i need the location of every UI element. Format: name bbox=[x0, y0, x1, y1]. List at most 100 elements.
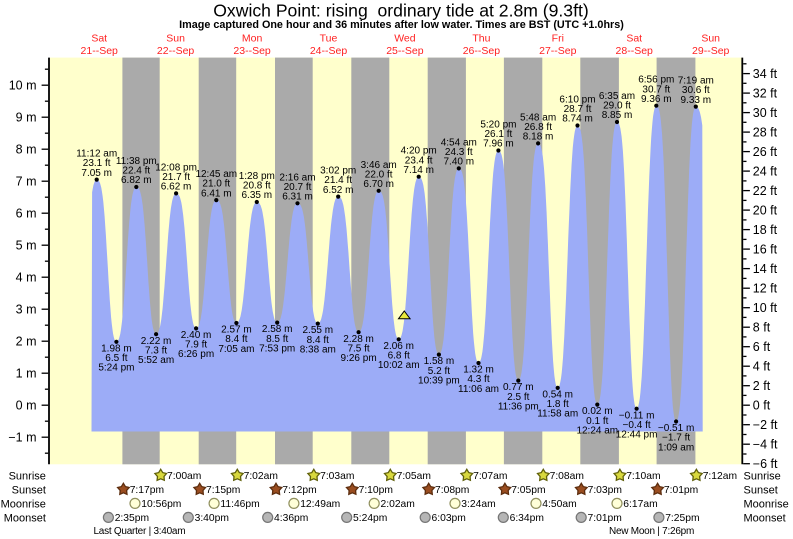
svg-text:1:09 am: 1:09 am bbox=[658, 442, 694, 453]
svg-text:1.98 m: 1.98 m bbox=[101, 343, 132, 354]
svg-text:8.4 ft: 8.4 ft bbox=[225, 334, 247, 345]
svg-text:32 ft: 32 ft bbox=[753, 86, 778, 100]
svg-text:6 ft: 6 ft bbox=[753, 340, 771, 354]
svg-text:−6 ft: −6 ft bbox=[753, 457, 778, 471]
svg-text:Sunrise: Sunrise bbox=[744, 471, 781, 483]
svg-text:6.52 m: 6.52 m bbox=[323, 185, 354, 196]
svg-text:7.5 ft: 7.5 ft bbox=[347, 343, 369, 354]
svg-text:7:10am: 7:10am bbox=[626, 471, 660, 482]
svg-text:10 m: 10 m bbox=[9, 79, 37, 93]
svg-text:−0.51 m: −0.51 m bbox=[658, 423, 694, 434]
svg-text:7:01pm: 7:01pm bbox=[588, 513, 622, 524]
svg-text:7:19 am: 7:19 am bbox=[678, 76, 714, 87]
svg-text:24--Sep: 24--Sep bbox=[310, 45, 348, 57]
svg-text:2:16 am: 2:16 am bbox=[279, 172, 315, 183]
svg-text:28.7 ft: 28.7 ft bbox=[564, 104, 592, 115]
svg-text:Sat: Sat bbox=[91, 33, 107, 45]
svg-text:12:45 am: 12:45 am bbox=[195, 169, 237, 180]
svg-text:7:12pm: 7:12pm bbox=[282, 485, 316, 496]
svg-text:7:17pm: 7:17pm bbox=[130, 485, 164, 496]
svg-text:28--Sep: 28--Sep bbox=[616, 45, 654, 57]
svg-text:20.8 ft: 20.8 ft bbox=[243, 181, 271, 192]
svg-text:2.06 m: 2.06 m bbox=[383, 341, 414, 352]
svg-text:Wed: Wed bbox=[394, 33, 416, 45]
svg-text:2.5 ft: 2.5 ft bbox=[507, 392, 529, 403]
svg-text:29.0 ft: 29.0 ft bbox=[603, 101, 631, 112]
svg-text:16 ft: 16 ft bbox=[753, 242, 778, 256]
svg-text:Mon: Mon bbox=[242, 33, 263, 45]
svg-text:7.40 m: 7.40 m bbox=[444, 157, 475, 168]
svg-text:2:35pm: 2:35pm bbox=[115, 513, 149, 524]
svg-text:23.4 ft: 23.4 ft bbox=[405, 155, 433, 166]
svg-text:0 m: 0 m bbox=[16, 399, 37, 413]
svg-text:3:24am: 3:24am bbox=[461, 499, 495, 510]
svg-text:2.55 m: 2.55 m bbox=[303, 325, 334, 336]
svg-text:Moonset: Moonset bbox=[4, 512, 46, 524]
svg-text:3:02 pm: 3:02 pm bbox=[320, 166, 356, 177]
svg-text:1.58 m: 1.58 m bbox=[424, 356, 455, 367]
svg-text:14 ft: 14 ft bbox=[753, 262, 778, 276]
svg-text:7:12am: 7:12am bbox=[703, 471, 737, 482]
svg-text:2 ft: 2 ft bbox=[753, 379, 771, 393]
svg-text:21--Sep: 21--Sep bbox=[81, 45, 119, 57]
svg-text:3 m: 3 m bbox=[16, 303, 37, 317]
svg-text:8.4 ft: 8.4 ft bbox=[307, 335, 329, 346]
svg-text:7.14 m: 7.14 m bbox=[403, 165, 434, 176]
svg-text:5 m: 5 m bbox=[16, 239, 37, 253]
svg-text:27--Sep: 27--Sep bbox=[539, 45, 577, 57]
svg-text:7:05am: 7:05am bbox=[397, 471, 431, 482]
svg-text:0 ft: 0 ft bbox=[753, 399, 771, 413]
svg-text:5:20 pm: 5:20 pm bbox=[480, 120, 516, 131]
svg-text:6.31 m: 6.31 m bbox=[282, 192, 313, 203]
svg-text:Moonrise: Moonrise bbox=[744, 499, 789, 511]
svg-text:6:26 pm: 6:26 pm bbox=[178, 349, 214, 360]
svg-text:11:12 am: 11:12 am bbox=[76, 149, 117, 160]
svg-text:6.5 ft: 6.5 ft bbox=[105, 353, 127, 364]
svg-text:0.1 ft: 0.1 ft bbox=[586, 416, 608, 427]
svg-text:2.28 m: 2.28 m bbox=[343, 334, 374, 345]
svg-text:12:49am: 12:49am bbox=[300, 499, 340, 510]
svg-text:25--Sep: 25--Sep bbox=[386, 45, 424, 57]
svg-text:9.33 m: 9.33 m bbox=[681, 95, 712, 106]
svg-text:−4 ft: −4 ft bbox=[753, 438, 778, 452]
svg-text:6 m: 6 m bbox=[16, 207, 37, 221]
svg-text:28 ft: 28 ft bbox=[753, 125, 778, 139]
svg-text:1.32 m: 1.32 m bbox=[463, 365, 494, 376]
svg-text:3:40pm: 3:40pm bbox=[195, 513, 229, 524]
svg-text:8 ft: 8 ft bbox=[753, 321, 771, 335]
svg-text:21.0 ft: 21.0 ft bbox=[202, 179, 230, 190]
svg-text:26.8 ft: 26.8 ft bbox=[524, 122, 552, 133]
svg-text:34 ft: 34 ft bbox=[753, 67, 778, 81]
svg-text:3:46 am: 3:46 am bbox=[361, 160, 397, 171]
svg-text:4:54 am: 4:54 am bbox=[441, 137, 477, 148]
svg-text:0.02 m: 0.02 m bbox=[582, 406, 613, 417]
svg-text:Sun: Sun bbox=[701, 33, 720, 45]
svg-text:9:26 pm: 9:26 pm bbox=[341, 353, 377, 364]
svg-text:6.62 m: 6.62 m bbox=[161, 182, 192, 193]
svg-text:8.85 m: 8.85 m bbox=[602, 110, 633, 121]
svg-text:6:34pm: 6:34pm bbox=[510, 513, 544, 524]
svg-text:7 m: 7 m bbox=[16, 175, 37, 189]
svg-text:5:24pm: 5:24pm bbox=[353, 513, 387, 524]
svg-text:Sun: Sun bbox=[166, 33, 185, 45]
svg-text:8 m: 8 m bbox=[16, 143, 37, 157]
svg-text:Sunrise: Sunrise bbox=[9, 470, 46, 482]
svg-text:6:03pm: 6:03pm bbox=[432, 513, 466, 524]
svg-text:8.5 ft: 8.5 ft bbox=[266, 334, 288, 345]
svg-text:2.58 m: 2.58 m bbox=[262, 324, 293, 335]
svg-text:9 m: 9 m bbox=[16, 111, 37, 125]
svg-text:10:39 pm: 10:39 pm bbox=[418, 375, 460, 386]
svg-text:6:10 pm: 6:10 pm bbox=[559, 95, 595, 106]
svg-text:22--Sep: 22--Sep bbox=[157, 45, 195, 57]
svg-text:10 ft: 10 ft bbox=[753, 301, 778, 315]
svg-text:Last Quarter | 3:40am: Last Quarter | 3:40am bbox=[93, 526, 185, 537]
svg-text:0.77 m: 0.77 m bbox=[503, 382, 534, 393]
svg-text:22.0 ft: 22.0 ft bbox=[365, 169, 393, 180]
svg-text:30 ft: 30 ft bbox=[753, 106, 778, 120]
svg-text:Image captured One hour and 36: Image captured One hour and 36 minutes a… bbox=[179, 19, 624, 31]
svg-text:5:48 am: 5:48 am bbox=[520, 112, 556, 123]
svg-text:Sunset: Sunset bbox=[12, 484, 46, 496]
svg-text:−2 ft: −2 ft bbox=[753, 418, 778, 432]
svg-text:New Moon | 7:26pm: New Moon | 7:26pm bbox=[609, 526, 694, 537]
svg-text:7.3 ft: 7.3 ft bbox=[145, 345, 167, 356]
